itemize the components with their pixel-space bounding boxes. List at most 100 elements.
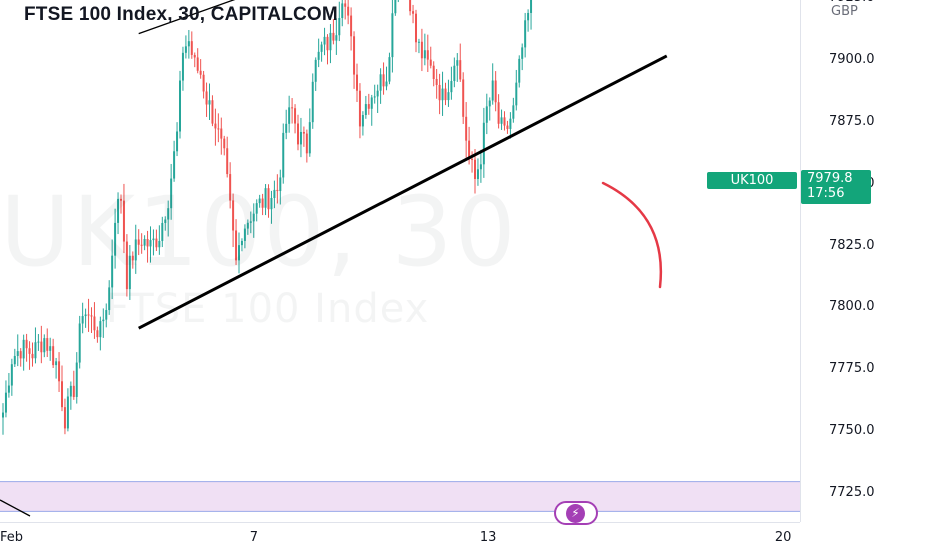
- candle-body: [291, 107, 294, 109]
- candle: [429, 46, 432, 69]
- candle-body: [435, 78, 438, 85]
- candle-body: [99, 321, 102, 338]
- candle: [40, 325, 43, 364]
- candle: [459, 43, 462, 82]
- candle: [509, 112, 512, 139]
- candle: [447, 79, 450, 107]
- candle: [358, 83, 361, 139]
- candle: [497, 94, 500, 129]
- candle-body: [122, 200, 125, 242]
- candle-body: [161, 222, 164, 241]
- candle-body: [279, 177, 282, 192]
- candle-body: [409, 0, 412, 12]
- x-tick-label: Feb: [0, 530, 24, 545]
- candle: [93, 302, 96, 339]
- candle: [179, 70, 181, 139]
- currency-label: GBP: [831, 4, 858, 19]
- candle-body: [518, 58, 521, 83]
- candle: [332, 19, 335, 45]
- candle: [423, 33, 426, 66]
- candle: [131, 251, 134, 269]
- candle-body: [288, 107, 291, 124]
- candle: [181, 46, 184, 91]
- candle-body: [429, 59, 432, 66]
- candle: [444, 82, 447, 106]
- candle-body: [10, 364, 13, 386]
- candle: [37, 334, 40, 351]
- candle-body: [46, 338, 49, 351]
- candle-body: [453, 65, 456, 82]
- candle-body: [385, 81, 388, 87]
- candle-body: [193, 54, 196, 58]
- y-tick-label: 7800.0: [829, 299, 875, 315]
- candle: [61, 365, 63, 412]
- candle-body: [181, 52, 184, 81]
- candle-body: [90, 315, 93, 317]
- candle: [338, 1, 341, 42]
- candle-body: [232, 200, 235, 231]
- candle-body: [441, 88, 444, 101]
- candle-body: [105, 310, 108, 320]
- candle: [81, 302, 84, 334]
- candle: [167, 200, 170, 237]
- candle: [311, 73, 314, 129]
- candle-body: [152, 238, 155, 241]
- candle: [19, 348, 22, 367]
- candle-body: [66, 396, 69, 429]
- candle-body: [217, 128, 220, 130]
- candle-body: [527, 12, 530, 21]
- candle-body: [170, 178, 173, 209]
- candle-body: [49, 346, 52, 351]
- candle-body: [485, 106, 488, 123]
- candle: [146, 230, 149, 263]
- candle: [240, 238, 243, 252]
- candle-body: [155, 238, 158, 248]
- candle: [294, 104, 297, 134]
- candle-body: [491, 80, 494, 101]
- candle-body: [282, 132, 285, 178]
- candle-body: [205, 91, 208, 105]
- alert-button[interactable]: ⚡︎: [554, 501, 598, 525]
- candle: [503, 111, 506, 131]
- candle-body: [75, 362, 78, 397]
- candle-body: [417, 41, 420, 43]
- candle-body: [326, 36, 329, 51]
- candle-body: [128, 255, 131, 290]
- candle: [385, 66, 388, 91]
- candle-body: [503, 117, 506, 126]
- candle: [317, 38, 320, 68]
- candle: [476, 158, 479, 186]
- candle: [176, 122, 179, 157]
- candle: [2, 403, 4, 435]
- candle: [441, 71, 444, 116]
- candle: [96, 326, 99, 343]
- candle: [288, 95, 291, 133]
- candle-body: [474, 159, 476, 179]
- candle: [512, 97, 515, 123]
- candle-body: [361, 115, 364, 127]
- candle: [75, 352, 78, 404]
- candle-body: [208, 100, 211, 105]
- candle: [211, 95, 214, 127]
- candle-body: [462, 79, 465, 117]
- candle: [196, 48, 199, 74]
- candle: [78, 315, 81, 369]
- candle: [69, 381, 72, 410]
- candle: [223, 135, 226, 156]
- candle-body: [96, 330, 99, 338]
- candle: [450, 66, 453, 100]
- candle-body: [444, 88, 447, 101]
- candle-body: [78, 323, 81, 363]
- candle: [125, 234, 128, 297]
- candle: [49, 337, 52, 361]
- candle: [521, 43, 524, 71]
- candle-body: [7, 385, 10, 393]
- candle-body: [423, 50, 426, 59]
- candle-body: [494, 80, 497, 103]
- candle-body: [482, 122, 485, 165]
- candle: [341, 0, 344, 27]
- candle: [232, 193, 235, 248]
- candle-body: [164, 219, 167, 223]
- candle-body: [34, 342, 37, 359]
